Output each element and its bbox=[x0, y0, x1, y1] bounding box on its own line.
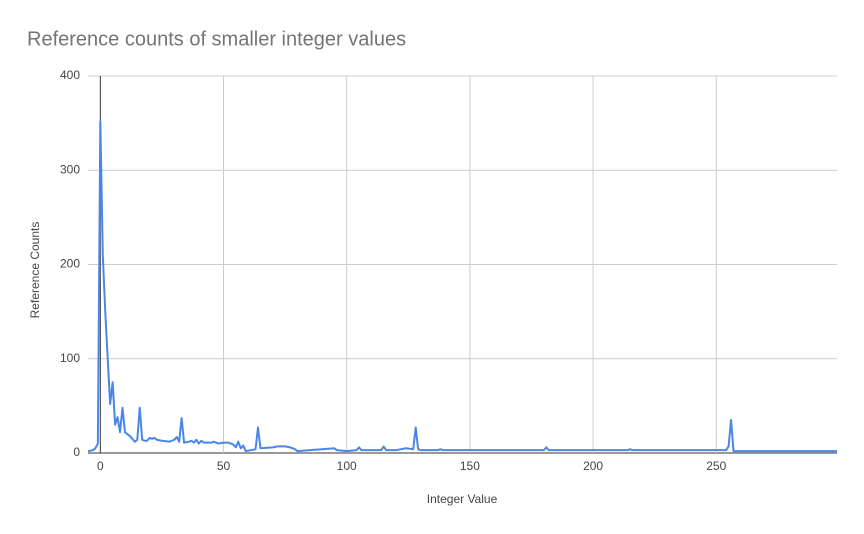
y-tick-label: 100 bbox=[60, 351, 80, 365]
y-tick-label: 400 bbox=[60, 68, 80, 82]
y-axis-title: Reference Counts bbox=[28, 222, 42, 319]
y-tick-label: 200 bbox=[60, 257, 80, 271]
x-tick-label: 200 bbox=[583, 459, 603, 473]
data-line bbox=[87, 120, 837, 453]
x-tick-label: 100 bbox=[337, 459, 357, 473]
x-tick-label: 50 bbox=[217, 459, 231, 473]
x-tick-label: 0 bbox=[97, 459, 104, 473]
x-tick-label: 250 bbox=[706, 459, 726, 473]
y-tick-label: 0 bbox=[73, 445, 80, 459]
x-axis-title: Integer Value bbox=[427, 492, 498, 506]
x-tick-label: 150 bbox=[460, 459, 480, 473]
chart-title: Reference counts of smaller integer valu… bbox=[27, 28, 406, 50]
y-tick-label: 300 bbox=[60, 162, 80, 176]
